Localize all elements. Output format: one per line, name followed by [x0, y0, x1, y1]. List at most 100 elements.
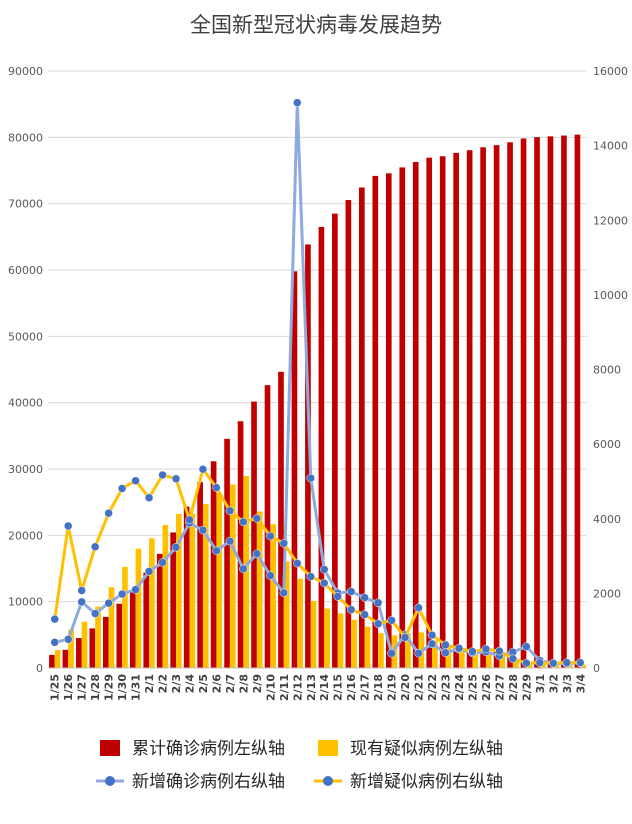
bar-current-suspected: [351, 619, 357, 668]
bar-cumulative-confirmed: [547, 136, 554, 668]
point-new-confirmed: [63, 635, 73, 644]
right-tick-label: 0: [593, 662, 600, 675]
x-tick-label: 1/31: [130, 674, 143, 701]
bar-current-suspected: [364, 626, 371, 668]
bar-cumulative-confirmed: [89, 628, 96, 668]
x-tick-label: 2/12: [291, 674, 304, 701]
lines: [50, 98, 585, 668]
bar-current-suspected: [405, 633, 411, 668]
bar-cumulative-confirmed: [574, 134, 581, 668]
x-tick-label: 2/25: [466, 674, 479, 701]
x-tick-label: 2/20: [399, 674, 412, 701]
point-new-suspected: [117, 484, 127, 493]
x-tick-label: 2/17: [359, 674, 372, 701]
bar-cumulative-confirmed: [170, 532, 177, 668]
bar-cumulative-confirmed: [156, 553, 163, 668]
bar-current-suspected: [81, 621, 88, 668]
x-tick-label: 2/8: [237, 674, 250, 693]
bar-cumulative-confirmed: [116, 603, 123, 668]
point-new-suspected: [373, 619, 383, 629]
bar-cumulative-confirmed: [534, 137, 540, 668]
point-new-confirmed: [158, 558, 167, 567]
line-new-suspected: [53, 467, 581, 665]
point-new-confirmed: [279, 588, 289, 598]
left-tick-label: 40000: [8, 397, 43, 410]
point-new-suspected: [279, 539, 289, 548]
bar-cumulative-confirmed: [345, 200, 352, 668]
left-tick-label: 60000: [8, 264, 43, 277]
point-new-suspected: [306, 572, 316, 581]
bar-cumulative-confirmed: [143, 572, 150, 668]
point-new-confirmed: [225, 536, 235, 546]
x-tick-label: 1/30: [116, 674, 129, 701]
x-tick-label: 2/18: [372, 674, 385, 701]
left-y-axis: 0 10000 20000 30000 40000 50000 60000 70000 8000…: [8, 65, 43, 675]
right-tick-label: 12000: [593, 214, 628, 227]
point-new-suspected: [225, 506, 235, 516]
point-new-suspected: [522, 658, 531, 668]
point-new-suspected: [387, 616, 396, 625]
left-tick-label: 20000: [8, 529, 43, 542]
bar-cumulative-confirmed: [129, 589, 136, 668]
point-new-suspected: [319, 578, 329, 588]
x-tick-label: 2/16: [345, 674, 358, 701]
bar-current-suspected: [297, 578, 303, 668]
bar-current-suspected: [229, 484, 236, 668]
bar-current-suspected: [54, 650, 61, 668]
x-tick-label: 3/2: [547, 674, 560, 693]
point-new-suspected: [562, 658, 572, 667]
bar-cumulative-confirmed: [561, 135, 567, 669]
legend-item: 新增疑似病例右纵轴: [314, 772, 503, 792]
point-new-confirmed: [131, 585, 140, 594]
point-new-suspected: [77, 586, 86, 595]
point-new-confirmed: [117, 589, 127, 599]
x-tick-label: 1/27: [76, 674, 89, 701]
bar-current-suspected: [580, 664, 586, 668]
left-tick-label: 10000: [8, 596, 43, 609]
bar-cumulative-confirmed: [318, 226, 325, 668]
point-new-suspected: [360, 610, 369, 619]
bar-current-suspected: [270, 524, 276, 668]
point-new-suspected: [252, 514, 262, 523]
point-new-suspected: [576, 658, 585, 667]
x-tick-label: 1/29: [103, 674, 116, 701]
right-tick-label: 8000: [593, 364, 621, 377]
x-tick-label: 2/21: [413, 674, 426, 701]
point-new-confirmed: [144, 567, 154, 576]
point-new-suspected: [346, 605, 356, 614]
bar-cumulative-confirmed: [359, 187, 365, 668]
bar-cumulative-confirmed: [507, 142, 513, 669]
x-tick-label: 2/10: [264, 674, 277, 701]
bar-cumulative-confirmed: [76, 638, 82, 668]
point-new-confirmed: [212, 546, 221, 555]
left-tick-label: 0: [36, 662, 43, 675]
point-new-confirmed: [387, 649, 396, 658]
bar-current-suspected: [472, 651, 479, 668]
x-tick-label: 2/13: [305, 674, 318, 701]
bar-cumulative-confirmed: [291, 271, 298, 668]
point-new-confirmed: [77, 597, 86, 607]
point-new-suspected: [104, 508, 113, 518]
point-new-confirmed: [239, 564, 248, 574]
point-new-suspected: [549, 658, 558, 668]
bar-cumulative-confirmed: [49, 654, 55, 668]
bar-current-suspected: [512, 658, 519, 668]
bar-cumulative-confirmed: [399, 167, 406, 669]
point-new-suspected: [535, 658, 545, 667]
point-new-confirmed: [293, 98, 302, 107]
right-tick-label: 14000: [593, 140, 628, 153]
point-new-suspected: [441, 640, 450, 650]
point-new-suspected: [293, 559, 302, 568]
point-new-suspected: [144, 493, 154, 503]
x-tick-label: 2/22: [426, 674, 439, 701]
point-new-suspected: [414, 603, 423, 613]
bar-cumulative-confirmed: [224, 438, 230, 668]
x-tick-label: 2/26: [480, 674, 493, 701]
right-tick-label: 6000: [593, 438, 621, 451]
bar-cumulative-confirmed: [385, 173, 392, 668]
point-new-suspected: [427, 630, 437, 640]
left-tick-label: 70000: [8, 198, 43, 211]
point-new-suspected: [481, 644, 491, 654]
bar-cumulative-confirmed: [439, 156, 446, 669]
x-tick-label: 2/2: [157, 674, 170, 693]
